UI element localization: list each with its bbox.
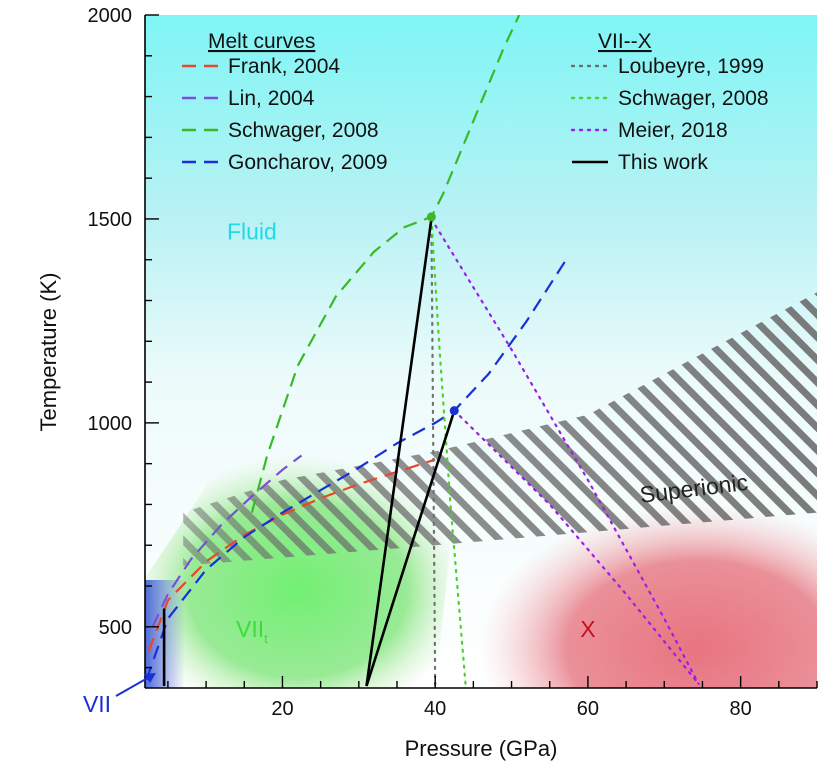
x-tick-label: 40 (424, 698, 446, 720)
y-tick-label: 1000 (88, 413, 133, 435)
axes (144, 15, 817, 689)
series-line-phase-extra-this-work-branch (365, 410, 456, 687)
superionic-hatch (183, 292, 817, 566)
y-tick-label: 1500 (88, 209, 133, 231)
legend-label-loubeyre-1999: Loubeyre, 1999 (618, 55, 764, 78)
legend-label-frank-2004: Frank, 2004 (228, 55, 340, 78)
legend-label-meier-2018: Meier, 2018 (618, 119, 728, 142)
series-line-melt-lin-2004 (151, 454, 303, 628)
series-line-phase-loubeyre-1999 (430, 217, 437, 688)
annotation-subscript: t (264, 631, 268, 646)
legend-label-lin-2004: Lin, 2004 (228, 87, 315, 110)
points-layer (426, 212, 459, 416)
series-line-phase-meier-2018 (430, 217, 700, 685)
y-tick-label: 500 (99, 617, 132, 639)
series-line-phase-this-work (365, 218, 433, 687)
x-axis-title: Pressure (GPa) (405, 736, 558, 761)
legend-phase-title: VII--X (598, 30, 652, 53)
vii-arrow-head (144, 673, 156, 683)
ticks-layer: 20 40 60 80 500 1000 1500 2000 (88, 5, 818, 720)
legend-label-schwager-2008: Schwager, 2008 (228, 119, 379, 142)
legend: Melt curves VII--X Frank, 2004 Lin, 2004 S… (182, 30, 769, 174)
series-line-phase-extra-meier-2018-branch (453, 409, 700, 685)
x-tick-label: 60 (577, 698, 599, 720)
data-point-1 (449, 406, 459, 416)
legend-melt-title: Melt curves (208, 30, 315, 53)
legend-items: Frank, 2004 Lin, 2004 Schwager, 2008 Goncha… (182, 55, 769, 174)
annotation-vii-2: VIIt (236, 616, 268, 646)
legend-label-goncharov-2009: Goncharov, 2009 (228, 151, 388, 174)
vii-arrow (115, 674, 154, 697)
series-line-phase-schwager-2008 (430, 217, 467, 688)
legend-label-this-work: This work (618, 151, 708, 174)
y-tick-label: 2000 (88, 5, 133, 27)
series-line-melt-goncharov-2009 (145, 255, 570, 681)
data-point-0 (426, 212, 436, 222)
x-tick-label: 80 (730, 698, 752, 720)
annotation-x-3: X (580, 616, 595, 642)
annotation-vii-4: VII (83, 691, 111, 717)
legend-label-schwager-2008: Schwager, 2008 (618, 87, 769, 110)
background-regions (145, 15, 817, 688)
x-tick-label: 20 (271, 698, 293, 720)
series-line-melt-frank-2004 (147, 458, 436, 652)
y-axis-title: Temperature (K) (36, 273, 61, 432)
annotation-fluid-0: Fluid (227, 218, 277, 244)
